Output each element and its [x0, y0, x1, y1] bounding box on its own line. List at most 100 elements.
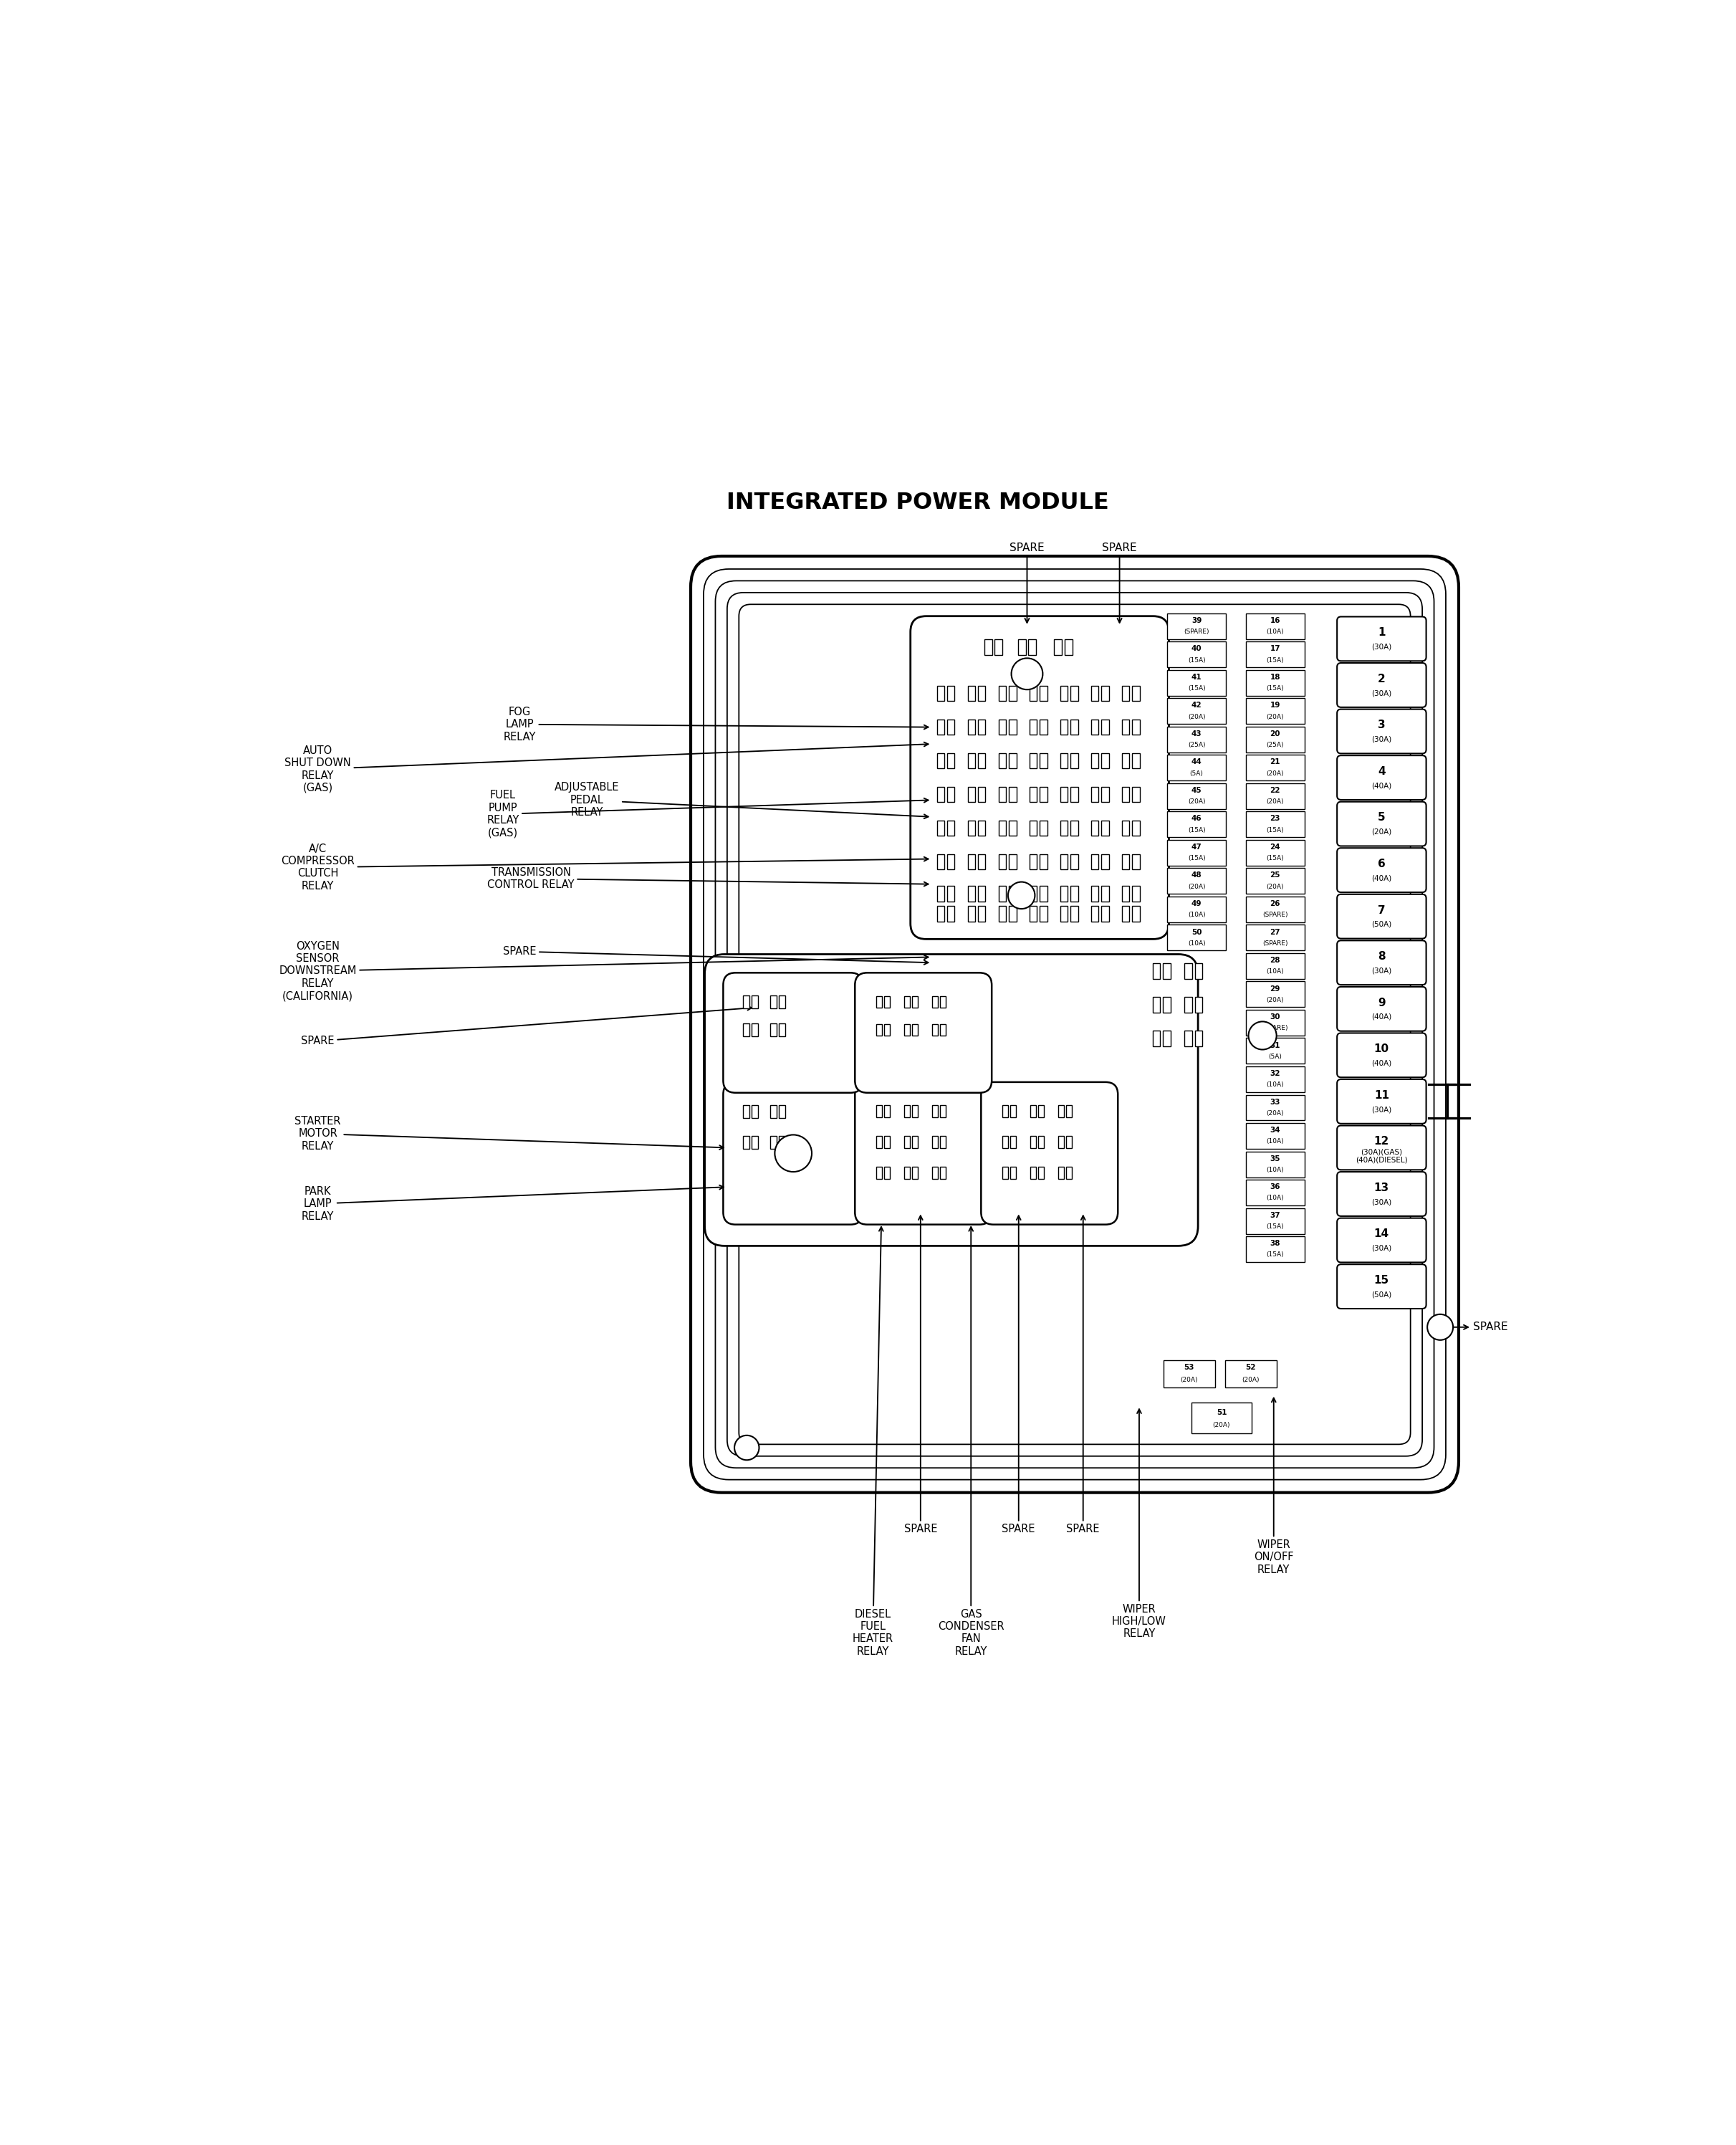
Bar [932, 995, 937, 1008]
Bar [1246, 613, 1304, 639]
Text: 39: 39 [1191, 618, 1201, 624]
Bar [937, 753, 944, 768]
Text: FOG
LAMP
RELAY: FOG LAMP RELAY [503, 706, 929, 742]
Bar [1246, 1094, 1304, 1120]
Bar [1010, 1137, 1016, 1148]
Text: 29: 29 [1271, 985, 1279, 993]
Text: ADJUSTABLE
PEDAL
RELAY: ADJUSTABLE PEDAL RELAY [554, 783, 929, 819]
Bar [998, 854, 1007, 869]
Bar [1121, 787, 1130, 802]
Text: 7: 7 [1378, 905, 1385, 916]
Text: 38: 38 [1271, 1240, 1279, 1246]
Bar [884, 995, 891, 1008]
Text: 11: 11 [1375, 1090, 1389, 1100]
Bar [1028, 639, 1036, 654]
Text: 6: 6 [1378, 858, 1385, 869]
Text: 19: 19 [1271, 701, 1279, 710]
Text: (30A): (30A) [1371, 1199, 1392, 1205]
Text: (40A): (40A) [1371, 1012, 1392, 1021]
Bar [1153, 997, 1160, 1012]
Bar [967, 886, 976, 901]
Bar [1061, 686, 1068, 701]
Bar [904, 1137, 910, 1148]
Bar [1246, 897, 1304, 922]
Text: FUEL
PUMP
RELAY
(GAS): FUEL PUMP RELAY (GAS) [486, 789, 929, 839]
Bar [967, 753, 976, 768]
Bar [1066, 1137, 1073, 1148]
Bar [937, 886, 944, 901]
Text: (10A): (10A) [1187, 912, 1205, 918]
Bar [1121, 819, 1130, 837]
Text: 35: 35 [1271, 1154, 1279, 1163]
Bar [1246, 699, 1304, 725]
Bar [998, 686, 1007, 701]
Bar [937, 905, 944, 922]
Text: (15A): (15A) [1187, 826, 1205, 834]
Bar [1132, 886, 1139, 901]
Text: 30: 30 [1271, 1012, 1279, 1021]
Bar [998, 905, 1007, 922]
Bar [932, 1023, 937, 1036]
Bar [1246, 783, 1304, 809]
Text: 1: 1 [1378, 626, 1385, 637]
Bar [1009, 753, 1016, 768]
Bar [977, 886, 986, 901]
Bar [1054, 639, 1062, 654]
Bar [1090, 819, 1099, 837]
Bar [1132, 905, 1139, 922]
Text: (15A): (15A) [1266, 1223, 1285, 1229]
Text: 22: 22 [1271, 787, 1279, 794]
Bar [1101, 719, 1109, 736]
Text: 14: 14 [1375, 1229, 1389, 1240]
Bar [877, 1105, 882, 1118]
Bar [911, 995, 918, 1008]
Bar [1038, 1167, 1043, 1180]
Bar [1061, 787, 1068, 802]
Text: STARTER
MOTOR
RELAY: STARTER MOTOR RELAY [295, 1115, 724, 1152]
Text: PARK
LAMP
RELAY: PARK LAMP RELAY [302, 1186, 724, 1223]
Text: 18: 18 [1271, 674, 1279, 680]
Bar [967, 686, 976, 701]
Text: (10A): (10A) [1266, 1195, 1285, 1201]
Text: 28: 28 [1271, 957, 1279, 963]
Bar [771, 1135, 776, 1148]
Text: 43: 43 [1191, 729, 1201, 738]
Text: 51: 51 [1217, 1409, 1227, 1416]
FancyBboxPatch shape [724, 974, 863, 1092]
Bar [1038, 1105, 1043, 1118]
Text: (20A): (20A) [1266, 770, 1285, 776]
Bar [771, 1105, 776, 1118]
Bar [1071, 787, 1078, 802]
Bar [1029, 753, 1036, 768]
Bar [1246, 924, 1304, 950]
Bar [1163, 997, 1170, 1012]
Bar [1071, 854, 1078, 869]
Bar [998, 787, 1007, 802]
Bar [1167, 699, 1226, 725]
Bar [1009, 905, 1016, 922]
Bar [1066, 1105, 1073, 1118]
Bar [1010, 1167, 1016, 1180]
FancyBboxPatch shape [1337, 894, 1427, 940]
Bar [779, 1105, 785, 1118]
Bar [998, 719, 1007, 736]
Text: (10A): (10A) [1266, 1167, 1285, 1173]
Text: 33: 33 [1271, 1098, 1279, 1105]
Text: (30A): (30A) [1371, 1107, 1392, 1113]
Text: (20A): (20A) [1266, 798, 1285, 804]
Bar [1029, 1137, 1036, 1148]
Bar [1184, 997, 1193, 1012]
Text: SPARE: SPARE [904, 1216, 937, 1534]
Bar [1071, 719, 1078, 736]
Bar [904, 1167, 910, 1180]
Text: (50A): (50A) [1371, 1291, 1392, 1298]
FancyBboxPatch shape [981, 1081, 1118, 1225]
Bar [1246, 1066, 1304, 1092]
Bar [977, 719, 986, 736]
Text: (30A): (30A) [1371, 736, 1392, 742]
Bar [1167, 783, 1226, 809]
Bar [1167, 869, 1226, 894]
Bar [1246, 1180, 1304, 1205]
FancyBboxPatch shape [1337, 802, 1427, 845]
Text: (20A): (20A) [1241, 1377, 1260, 1384]
